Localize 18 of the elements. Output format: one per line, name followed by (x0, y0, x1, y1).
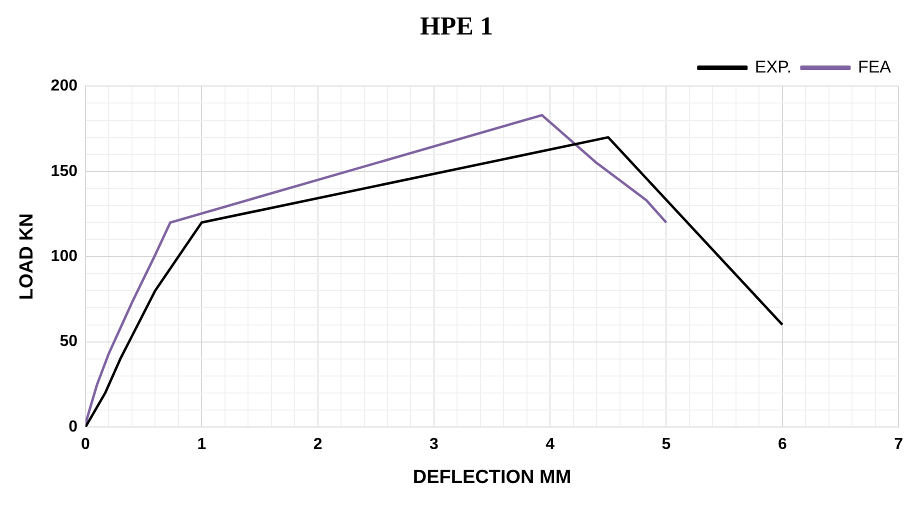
x-tick-label: 1 (197, 436, 206, 454)
y-axis-title: LOAD KN (16, 213, 38, 300)
y-tick-label: 150 (50, 162, 78, 180)
x-tick-label: 5 (662, 436, 671, 454)
x-tick-label: 7 (894, 436, 904, 454)
x-tick-label: 6 (778, 436, 787, 454)
y-tick-label: 50 (60, 333, 78, 350)
y-tick-label: 100 (50, 248, 78, 266)
x-tick-label: 0 (81, 436, 90, 454)
y-tick-label: 0 (68, 418, 78, 436)
legend-label: FEA (858, 57, 892, 76)
x-tick-label: 4 (546, 436, 555, 454)
legend-label: EXP. (754, 57, 792, 76)
y-tick-label: 200 (50, 78, 78, 95)
chart-title: HPE 1 (420, 11, 493, 40)
x-tick-label: 2 (313, 436, 322, 454)
x-axis-title: DEFLECTION MM (412, 466, 572, 488)
x-tick-label: 3 (429, 436, 438, 454)
